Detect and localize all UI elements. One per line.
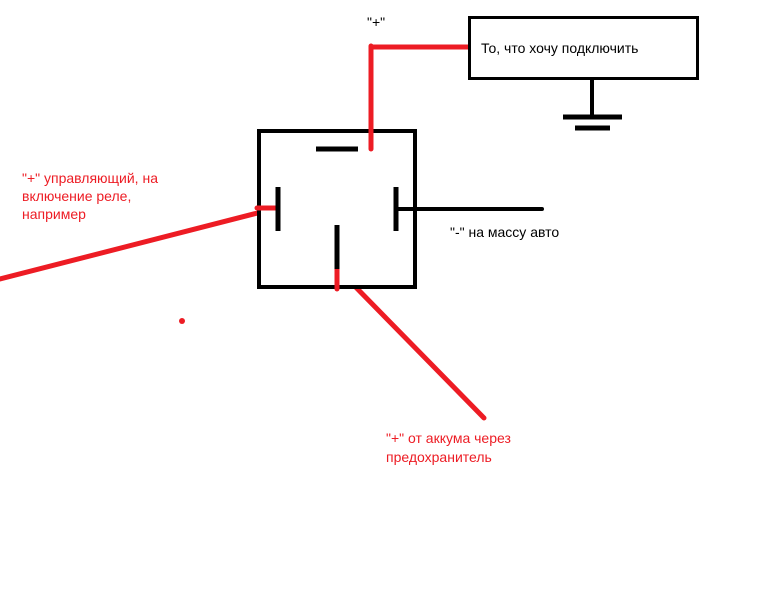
label-fuse-plus: "+" от аккума через предохранитель (386, 429, 511, 467)
label-ground: "-" на массу авто (450, 224, 559, 240)
load-box: То, что хочу подключить (468, 16, 699, 80)
label-plus-output: "+" (367, 14, 385, 30)
load-box-label: То, что хочу подключить (481, 40, 638, 56)
wiring-svg (0, 0, 768, 614)
label-control-plus: "+" управляющий, на включение реле, напр… (22, 169, 158, 223)
